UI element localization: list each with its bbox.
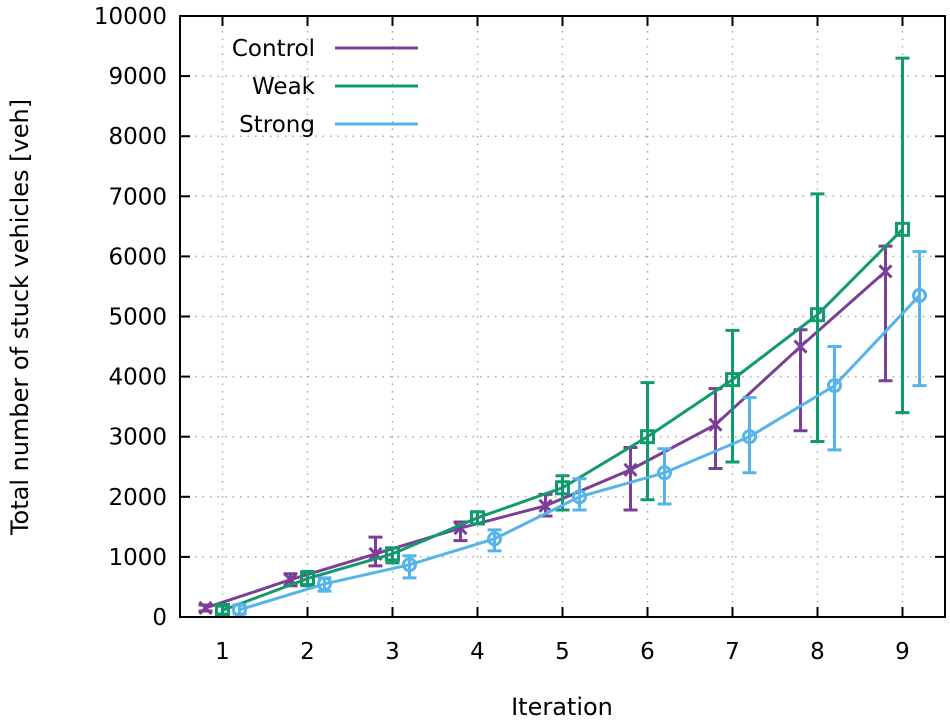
marker-square [300,571,315,587]
x-tick-label: 6 [640,639,655,665]
y-axis-label: Total number of stuck vehicles [veh] [6,99,34,536]
marker-circle [657,465,672,481]
y-tick-label: 9000 [108,64,167,90]
y-tick-label: 8000 [108,124,167,150]
series-weak [215,56,910,618]
y-tick-label: 2000 [108,485,167,511]
error-bar [912,250,927,388]
marker-x [198,600,213,616]
marker-square [895,221,910,237]
marker-x [538,498,553,513]
legend: Control Weak Strong [232,36,418,138]
x-tick-label: 9 [895,639,910,665]
ticks: 0 1000 2000 3000 4000 5000 6000 7000 8000 9000 100… [94,4,945,665]
x-tick-label: 7 [725,639,740,665]
x-tick-label: 5 [555,639,570,665]
marker-square [555,480,570,496]
legend-label: Strong [239,112,315,138]
marker-square [470,510,485,526]
marker-x [708,417,723,432]
marker-circle [317,576,332,592]
error-bar [623,446,638,512]
marker-square [725,372,740,388]
series-strong [232,250,927,618]
marker-x [623,462,638,477]
marker-circle [742,429,757,445]
marker-circle [912,287,927,303]
series-control [198,244,893,616]
error-bar [368,535,383,568]
y-tick-label: 10000 [94,4,167,30]
y-tick-label: 1000 [108,545,167,571]
series-group [198,56,927,618]
error-bar [725,328,740,464]
legend-label: Weak [252,74,316,100]
grid [180,16,945,617]
error-bar [657,447,672,506]
marker-circle [487,531,502,547]
marker-x [878,264,893,279]
x-tick-label: 1 [215,639,230,665]
x-tick-label: 4 [470,639,485,665]
marker-circle [232,602,247,618]
x-tick-label: 2 [300,639,315,665]
marker-circle [402,557,417,573]
marker-square [640,429,655,445]
marker-square [810,307,825,323]
y-tick-label: 0 [152,605,167,631]
y-tick-label: 4000 [108,365,167,391]
legend-label: Control [232,36,315,62]
x-tick-label: 8 [810,639,825,665]
error-bar [572,477,587,512]
marker-square [385,546,400,562]
y-tick-label: 3000 [108,425,167,451]
error-bar [810,192,825,444]
error-bar [827,345,842,452]
plot-frame [179,15,946,618]
y-tick-label: 7000 [108,184,167,210]
marker-circle [572,489,587,505]
x-tick-label: 3 [385,639,400,665]
marker-circle [827,378,842,394]
error-bar [742,396,757,475]
y-tick-label: 5000 [108,305,167,331]
y-tick-label: 6000 [108,244,167,270]
marker-x [793,339,808,354]
x-axis-label: Iteration [511,693,613,721]
